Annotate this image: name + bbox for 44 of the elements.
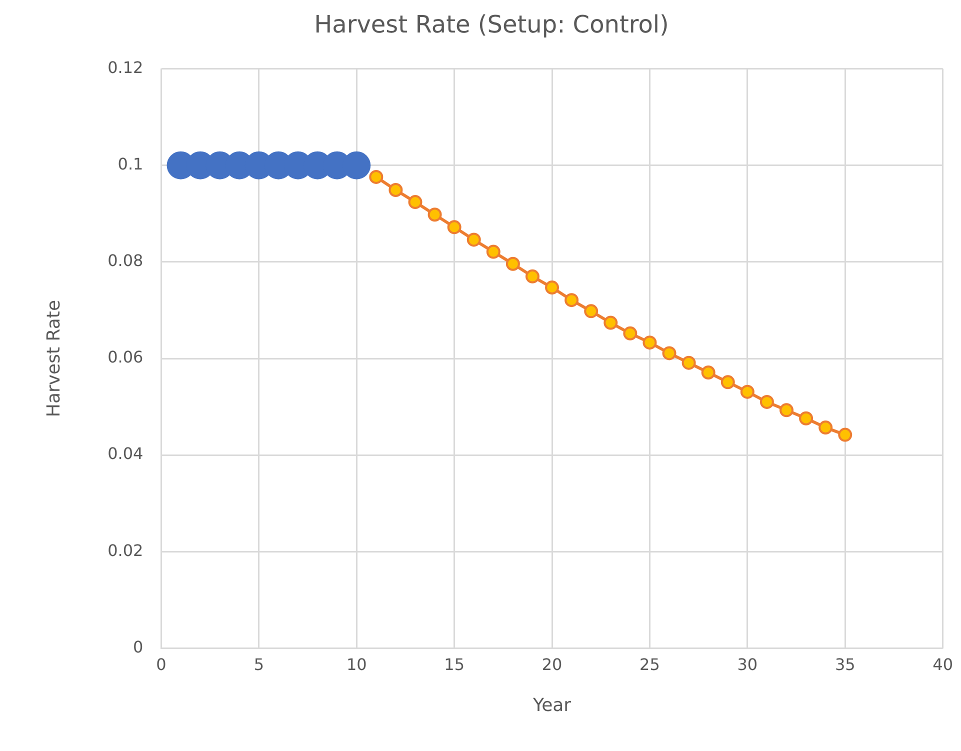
point: [662, 346, 676, 360]
point: [720, 375, 735, 390]
y-tick-label: 0.08: [108, 251, 144, 270]
point: [369, 170, 384, 184]
x-tick-label: 35: [834, 654, 856, 674]
chart-title: Harvest Rate (Setup: Control): [314, 10, 669, 39]
point: [447, 220, 462, 234]
point: [564, 293, 579, 308]
point: [682, 356, 696, 370]
point: [740, 384, 754, 399]
y-tick-label: 0.04: [108, 444, 144, 464]
x-tick-label: 40: [932, 654, 953, 674]
point: [604, 316, 618, 330]
y-tick-label: 0: [133, 637, 144, 656]
point: [838, 428, 852, 442]
x-tick-label: 20: [542, 654, 562, 674]
y-tick-label: 0.06: [108, 348, 144, 367]
y-tick-label: 0.02: [108, 540, 144, 560]
x-tick-label: 30: [737, 654, 758, 674]
point: [545, 280, 560, 295]
point: [818, 420, 833, 435]
y-tick-label: 0.12: [108, 58, 144, 77]
point: [799, 411, 814, 426]
point: [701, 366, 716, 380]
x-tick-label: 5: [254, 654, 264, 674]
y-tick-label: 0.1: [118, 154, 144, 174]
point: [466, 232, 481, 247]
x-tick-label: 0: [156, 654, 166, 674]
point: [760, 394, 774, 409]
x-axis-title: Year: [532, 694, 572, 716]
point: [486, 244, 500, 259]
point: [525, 269, 540, 284]
point: [428, 208, 442, 222]
point: [623, 326, 638, 340]
point: [642, 336, 657, 350]
point: [584, 304, 598, 318]
point: [408, 195, 422, 210]
y-axis-title: Harvest Rate: [43, 300, 64, 418]
x-tick-label: 15: [444, 654, 465, 674]
point: [506, 256, 520, 271]
point: [388, 182, 403, 197]
x-tick-label: 25: [640, 654, 660, 674]
point: [780, 403, 794, 418]
x-tick-label: 10: [346, 654, 367, 674]
